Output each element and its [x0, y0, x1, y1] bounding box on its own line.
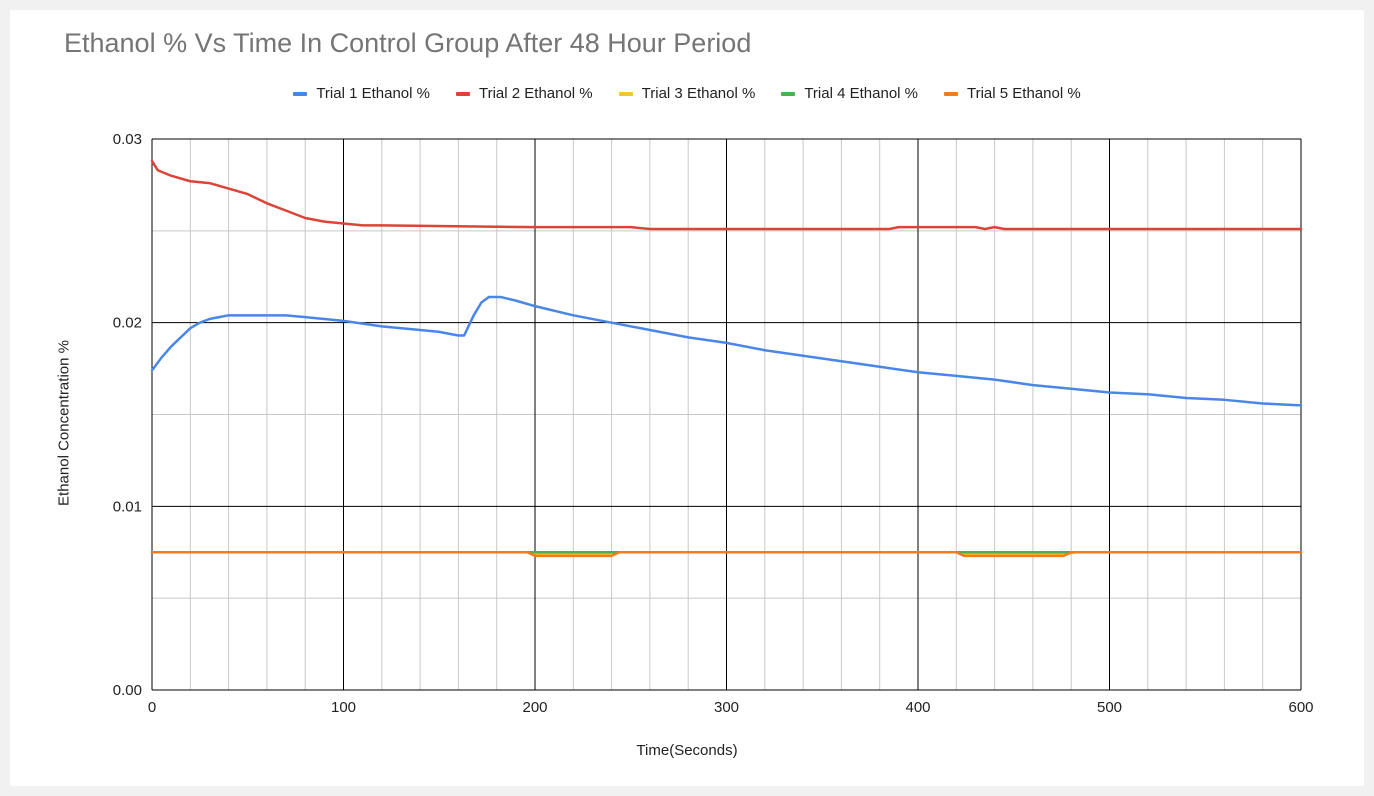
legend-item-trial-3[interactable]: Trial 3 Ethanol % [618, 85, 756, 102]
legend-item-trial-1[interactable]: Trial 1 Ethanol % [293, 85, 430, 102]
legend-swatch-trial-3 [618, 91, 633, 96]
tick-labels: 0 100 200 300 400 500 600 0.00 0.01 0.02 0.03 [113, 131, 1314, 716]
x-tick-label: 400 [905, 699, 930, 716]
series-lines [150, 159, 1303, 558]
legend-item-trial-4[interactable]: Trial 4 Ethanol % [781, 85, 918, 102]
x-tick-label: 600 [1288, 699, 1313, 716]
series-line-trial-1[interactable] [150, 295, 1303, 407]
legend-item-trial-5[interactable]: Trial 5 Ethanol % [944, 85, 1081, 102]
y-tick-label: 0.01 [113, 498, 142, 515]
legend-label-trial-1: Trial 1 Ethanol % [316, 85, 430, 102]
series-line-trial-2[interactable] [150, 159, 1303, 231]
legend-item-trial-2[interactable]: Trial 2 Ethanol % [455, 85, 593, 102]
legend-swatch-trial-1 [293, 91, 308, 96]
minor-gridlines [152, 139, 1301, 690]
x-tick-label: 500 [1097, 699, 1122, 716]
y-tick-label: 0.02 [113, 315, 142, 332]
legend-swatch-trial-2 [455, 91, 470, 96]
x-tick-label: 300 [714, 699, 739, 716]
x-tick-label: 0 [148, 699, 156, 716]
legend-swatch-trial-5 [944, 91, 958, 96]
x-axis-label: Time(Seconds) [636, 742, 738, 759]
legend-label-trial-4: Trial 4 Ethanol % [804, 85, 918, 102]
y-tick-label: 0.03 [113, 131, 142, 148]
legend-label-trial-5: Trial 5 Ethanol % [967, 85, 1081, 102]
series-line-trial-5[interactable] [150, 551, 1303, 558]
x-tick-label: 200 [522, 699, 547, 716]
major-gridlines [151, 138, 1302, 691]
legend-label-trial-3: Trial 3 Ethanol % [641, 85, 756, 102]
y-tick-label: 0.00 [113, 682, 142, 699]
x-tick-label: 100 [331, 699, 356, 716]
legend-label-trial-2: Trial 2 Ethanol % [478, 85, 593, 102]
legend: Trial 1 Ethanol % Trial 2 Ethanol % Tria… [10, 85, 1364, 102]
chart-title: Ethanol % Vs Time In Control Group After… [64, 28, 752, 58]
legend-swatch-trial-4 [781, 91, 796, 96]
